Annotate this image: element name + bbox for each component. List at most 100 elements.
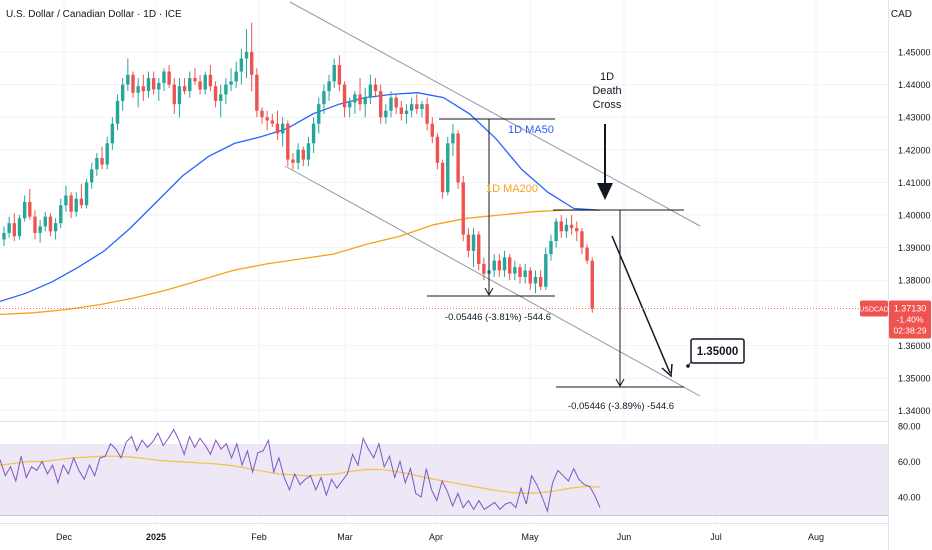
ma50-label: 1D MA50 (508, 124, 554, 136)
price-tick-label: 1.34000 (898, 406, 931, 416)
candle-body (110, 123, 115, 144)
candle-body (182, 86, 187, 92)
death-cross-arrowhead (597, 183, 613, 200)
candle-body (358, 94, 362, 105)
rsi-tick-label: 60.00 (898, 457, 921, 467)
candle-body (311, 123, 316, 144)
price-tick-label: 1.41000 (898, 178, 931, 188)
candle-body (53, 223, 58, 232)
channel-lower-line (284, 165, 701, 397)
candle-body (337, 65, 342, 85)
death-cross-label: Cross (593, 99, 622, 111)
candle-body (172, 84, 176, 105)
candle-body (461, 182, 465, 235)
grid (0, 0, 888, 523)
channel-upper-line (289, 1, 701, 227)
candle-body (188, 78, 192, 92)
projection-arrow-line (611, 235, 671, 374)
candle-body (559, 221, 563, 232)
candle-body (523, 270, 527, 277)
candle-body (64, 195, 68, 206)
candle-body (394, 97, 398, 108)
time-tick-label: May (521, 532, 539, 542)
candle-body (177, 86, 182, 105)
chart-labels: 1D MA50 1D MA200 1D Death Cross -0.05446 (-3.… (0, 71, 931, 412)
candle-body (213, 86, 218, 101)
candle-body (48, 216, 53, 232)
death-cross-label: Death (592, 85, 621, 97)
time-tick-label: Mar (337, 532, 353, 542)
candle-body (22, 201, 27, 219)
price-tick-label: 1.40000 (898, 211, 931, 221)
rsi-pane (0, 428, 601, 514)
candle-body (497, 260, 502, 271)
candle-body (131, 74, 135, 93)
candle-body (404, 110, 409, 114)
candle-body (456, 133, 460, 183)
candle-body (528, 270, 533, 284)
candle-body (28, 201, 32, 217)
candle-body (446, 143, 450, 193)
candle-body (430, 123, 434, 137)
candle-body (342, 84, 347, 108)
target-label: 1.35000 (697, 346, 739, 358)
candle-body (7, 223, 11, 233)
candle-body (544, 254, 548, 287)
price-axis: 1.45000 1.44000 1.43000 1.42000 1.41000 1.400… (898, 48, 931, 503)
target-callout-dot (686, 364, 690, 368)
candle-body (451, 133, 455, 144)
drawings (427, 118, 745, 388)
rsi-line (0, 428, 601, 514)
candle-body (224, 84, 228, 95)
death-cross-label: 1D (600, 71, 614, 83)
time-tick-label: Dec (56, 532, 73, 542)
price-tag (889, 300, 931, 339)
candle-body (435, 136, 440, 163)
time-tick-label: Aug (808, 532, 824, 542)
candle-body (136, 86, 140, 93)
candle-body (38, 226, 42, 233)
candle-body (120, 84, 125, 101)
candle-body (378, 91, 383, 118)
candle-body (219, 94, 223, 101)
candle-body (167, 71, 171, 85)
target-callout-box (690, 338, 745, 364)
candle-body (580, 231, 584, 248)
candle-body (409, 104, 414, 111)
candle-body (255, 74, 259, 111)
candle-body (368, 84, 373, 98)
candle-body (17, 218, 22, 237)
candle-body (332, 65, 336, 82)
candle-body (244, 52, 249, 59)
time-tick-label: Apr (429, 532, 443, 542)
candle-body (466, 234, 471, 251)
candle-body (260, 110, 264, 118)
candle-body (2, 232, 6, 240)
candle-body (348, 102, 352, 108)
candle-body (115, 100, 120, 124)
candle-body (502, 257, 507, 271)
candle-body (482, 263, 486, 274)
candle-body (249, 52, 254, 75)
ma200-label: 1D MA200 (486, 183, 538, 195)
candle-body (317, 104, 321, 124)
candle-body (518, 267, 522, 277)
candle-body (420, 104, 424, 110)
symbol-tag-label: USDCAD (859, 307, 889, 314)
price-tick-label: 1.36000 (898, 341, 931, 351)
candle-body (126, 74, 130, 85)
measure1-label: -0.05446 (-3.81%) -544.6 (445, 312, 551, 323)
candle-body (554, 221, 558, 242)
candle-body (208, 74, 213, 87)
candle-body (198, 81, 202, 90)
candle-body (533, 276, 538, 284)
candle-body (389, 97, 393, 111)
candle-body (384, 110, 388, 118)
candle-body (301, 149, 305, 160)
candle-body (79, 198, 84, 206)
candle-body (477, 234, 481, 264)
projection-arrowhead (661, 363, 673, 378)
candle-body (492, 260, 496, 271)
candle-body (157, 82, 161, 90)
